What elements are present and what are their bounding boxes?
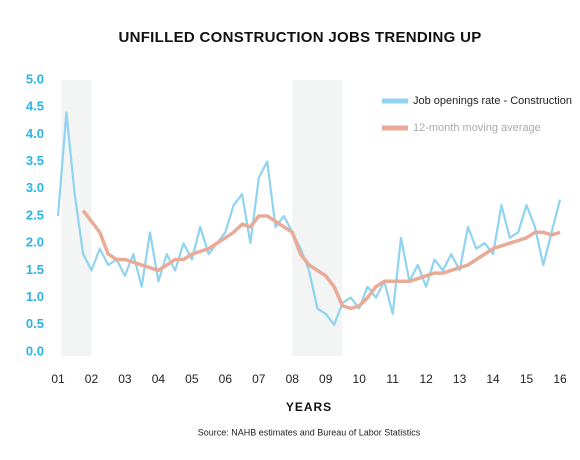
x-tick-label: 15 — [520, 372, 534, 386]
y-tick-label: 2.0 — [26, 235, 44, 250]
y-tick-label: 1.0 — [26, 289, 44, 304]
x-tick-label: 16 — [553, 372, 567, 386]
legend-label: Job openings rate - Construction — [413, 95, 572, 107]
y-tick-label: 1.5 — [26, 262, 44, 277]
data-line — [81, 209, 561, 311]
y-tick-label: 2.5 — [26, 207, 44, 222]
y-tick-label: 3.0 — [26, 180, 44, 195]
y-tick-label: 4.5 — [26, 99, 44, 114]
x-tick-label: 11 — [386, 372, 399, 386]
y-tick-label: 5.0 — [26, 71, 44, 86]
x-tick-label: 03 — [118, 372, 132, 386]
y-tick-label: 4.0 — [26, 126, 44, 141]
legend-label: 12-month moving average — [413, 122, 541, 134]
x-tick-label: 12 — [419, 372, 433, 386]
shaded-period — [292, 80, 343, 356]
y-tick-label: 0.0 — [26, 343, 44, 358]
x-tick-label: 04 — [152, 372, 166, 386]
y-tick-label: 3.5 — [26, 153, 44, 168]
x-tick-label: 10 — [353, 372, 367, 386]
x-tick-label: 08 — [286, 372, 300, 386]
x-tick-label: 13 — [453, 372, 467, 386]
x-axis-label: YEARS — [286, 400, 332, 414]
x-tick-label: 14 — [486, 372, 500, 386]
chart-title: UNFILLED CONSTRUCTION JOBS TRENDING UP — [118, 29, 481, 46]
y-tick-label: 0.5 — [26, 316, 44, 331]
x-tick-label: 01 — [51, 372, 65, 386]
x-tick-label: 07 — [252, 372, 266, 386]
x-tick-label: 05 — [185, 372, 199, 386]
x-tick-label: 09 — [319, 372, 333, 386]
source-note: Source: NAHB estimates and Bureau of Lab… — [198, 427, 421, 437]
data-line — [56, 111, 562, 326]
x-tick-label: 02 — [85, 372, 99, 386]
x-tick-label: 06 — [219, 372, 233, 386]
